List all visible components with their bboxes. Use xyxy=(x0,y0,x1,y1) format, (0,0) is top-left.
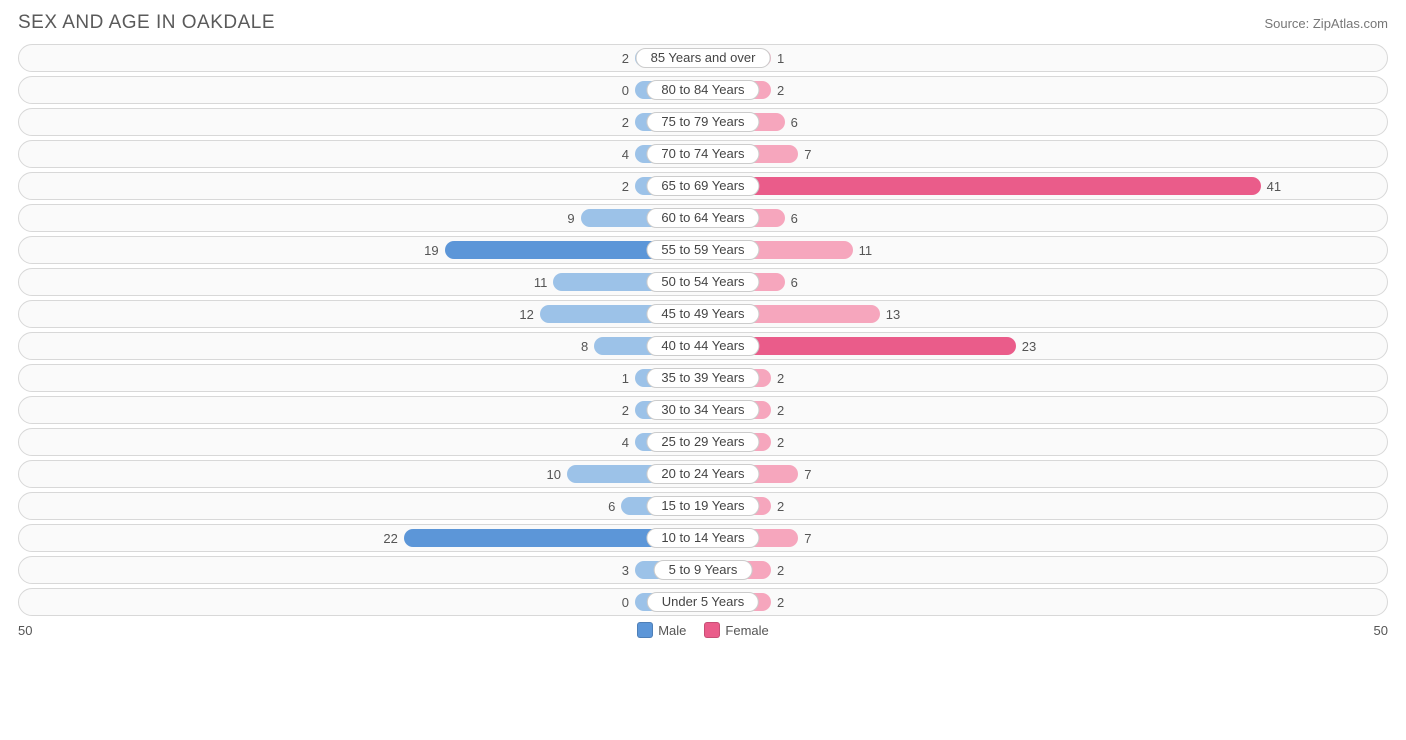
male-value: 11 xyxy=(528,275,554,290)
age-group-label: 85 Years and over xyxy=(636,48,771,68)
age-group-label: 20 to 24 Years xyxy=(646,464,759,484)
female-value: 7 xyxy=(798,147,817,162)
chart-row: 19 11 55 to 59 Years xyxy=(18,236,1388,264)
chart-row: 0 2 80 to 84 Years xyxy=(18,76,1388,104)
chart-row: 1 2 35 to 39 Years xyxy=(18,364,1388,392)
male-value: 9 xyxy=(561,211,580,226)
male-value: 2 xyxy=(616,403,635,418)
chart-row: 22 7 10 to 14 Years xyxy=(18,524,1388,552)
axis-left-max: 50 xyxy=(18,623,32,638)
female-value: 7 xyxy=(798,467,817,482)
female-value: 6 xyxy=(785,115,804,130)
female-value: 1 xyxy=(771,51,790,66)
chart-row: 2 41 65 to 69 Years xyxy=(18,172,1388,200)
age-group-label: 5 to 9 Years xyxy=(654,560,753,580)
female-value: 7 xyxy=(798,531,817,546)
age-group-label: 25 to 29 Years xyxy=(646,432,759,452)
legend-male: Male xyxy=(637,622,686,638)
female-value: 13 xyxy=(880,307,906,322)
chart-row: 10 7 20 to 24 Years xyxy=(18,460,1388,488)
male-value: 12 xyxy=(513,307,539,322)
male-value: 6 xyxy=(602,499,621,514)
chart-source: Source: ZipAtlas.com xyxy=(1264,16,1388,31)
male-value: 4 xyxy=(616,147,635,162)
chart-row: 4 7 70 to 74 Years xyxy=(18,140,1388,168)
axis-right-max: 50 xyxy=(1374,623,1388,638)
female-value: 2 xyxy=(771,403,790,418)
female-swatch xyxy=(704,622,720,638)
male-value: 2 xyxy=(616,51,635,66)
female-value: 23 xyxy=(1016,339,1042,354)
female-value: 2 xyxy=(771,371,790,386)
chart-row: 11 6 50 to 54 Years xyxy=(18,268,1388,296)
age-group-label: 80 to 84 Years xyxy=(646,80,759,100)
age-group-label: 70 to 74 Years xyxy=(646,144,759,164)
age-group-label: 65 to 69 Years xyxy=(646,176,759,196)
chart-row: 3 2 5 to 9 Years xyxy=(18,556,1388,584)
chart-row: 6 2 15 to 19 Years xyxy=(18,492,1388,520)
male-value: 22 xyxy=(377,531,403,546)
legend-female: Female xyxy=(704,622,768,638)
chart-title: SEX AND AGE IN OAKDALE xyxy=(18,12,275,34)
male-value: 0 xyxy=(616,595,635,610)
age-group-label: 45 to 49 Years xyxy=(646,304,759,324)
age-group-label: 10 to 14 Years xyxy=(646,528,759,548)
male-value: 10 xyxy=(541,467,567,482)
chart-row: 2 185 Years and over xyxy=(18,44,1388,72)
age-group-label: Under 5 Years xyxy=(647,592,759,612)
male-swatch xyxy=(637,622,653,638)
female-value: 41 xyxy=(1261,179,1287,194)
legend-female-label: Female xyxy=(725,623,768,638)
chart-row: 2 2 30 to 34 Years xyxy=(18,396,1388,424)
female-value: 2 xyxy=(771,499,790,514)
male-value: 19 xyxy=(418,243,444,258)
female-value: 2 xyxy=(771,563,790,578)
female-value: 6 xyxy=(785,211,804,226)
chart-row: 4 2 25 to 29 Years xyxy=(18,428,1388,456)
female-value: 2 xyxy=(771,595,790,610)
chart-row: 9 6 60 to 64 Years xyxy=(18,204,1388,232)
male-value: 0 xyxy=(616,83,635,98)
male-value: 4 xyxy=(616,435,635,450)
female-value: 2 xyxy=(771,435,790,450)
age-group-label: 30 to 34 Years xyxy=(646,400,759,420)
population-pyramid: 2185 Years and over0280 to 84 Years2675 … xyxy=(18,44,1388,616)
chart-row: 0 2 Under 5 Years xyxy=(18,588,1388,616)
male-value: 8 xyxy=(575,339,594,354)
legend-male-label: Male xyxy=(658,623,686,638)
chart-row: 2 6 75 to 79 Years xyxy=(18,108,1388,136)
male-value: 1 xyxy=(616,371,635,386)
age-group-label: 55 to 59 Years xyxy=(646,240,759,260)
age-group-label: 75 to 79 Years xyxy=(646,112,759,132)
age-group-label: 60 to 64 Years xyxy=(646,208,759,228)
age-group-label: 15 to 19 Years xyxy=(646,496,759,516)
female-value: 6 xyxy=(785,275,804,290)
female-bar xyxy=(703,177,1261,195)
female-value: 11 xyxy=(853,243,879,258)
age-group-label: 50 to 54 Years xyxy=(646,272,759,292)
chart-row: 12 13 45 to 49 Years xyxy=(18,300,1388,328)
legend: Male Female xyxy=(637,622,769,638)
male-value: 2 xyxy=(616,115,635,130)
chart-row: 8 23 40 to 44 Years xyxy=(18,332,1388,360)
male-value: 2 xyxy=(616,179,635,194)
age-group-label: 40 to 44 Years xyxy=(646,336,759,356)
female-value: 2 xyxy=(771,83,790,98)
male-value: 3 xyxy=(616,563,635,578)
age-group-label: 35 to 39 Years xyxy=(646,368,759,388)
